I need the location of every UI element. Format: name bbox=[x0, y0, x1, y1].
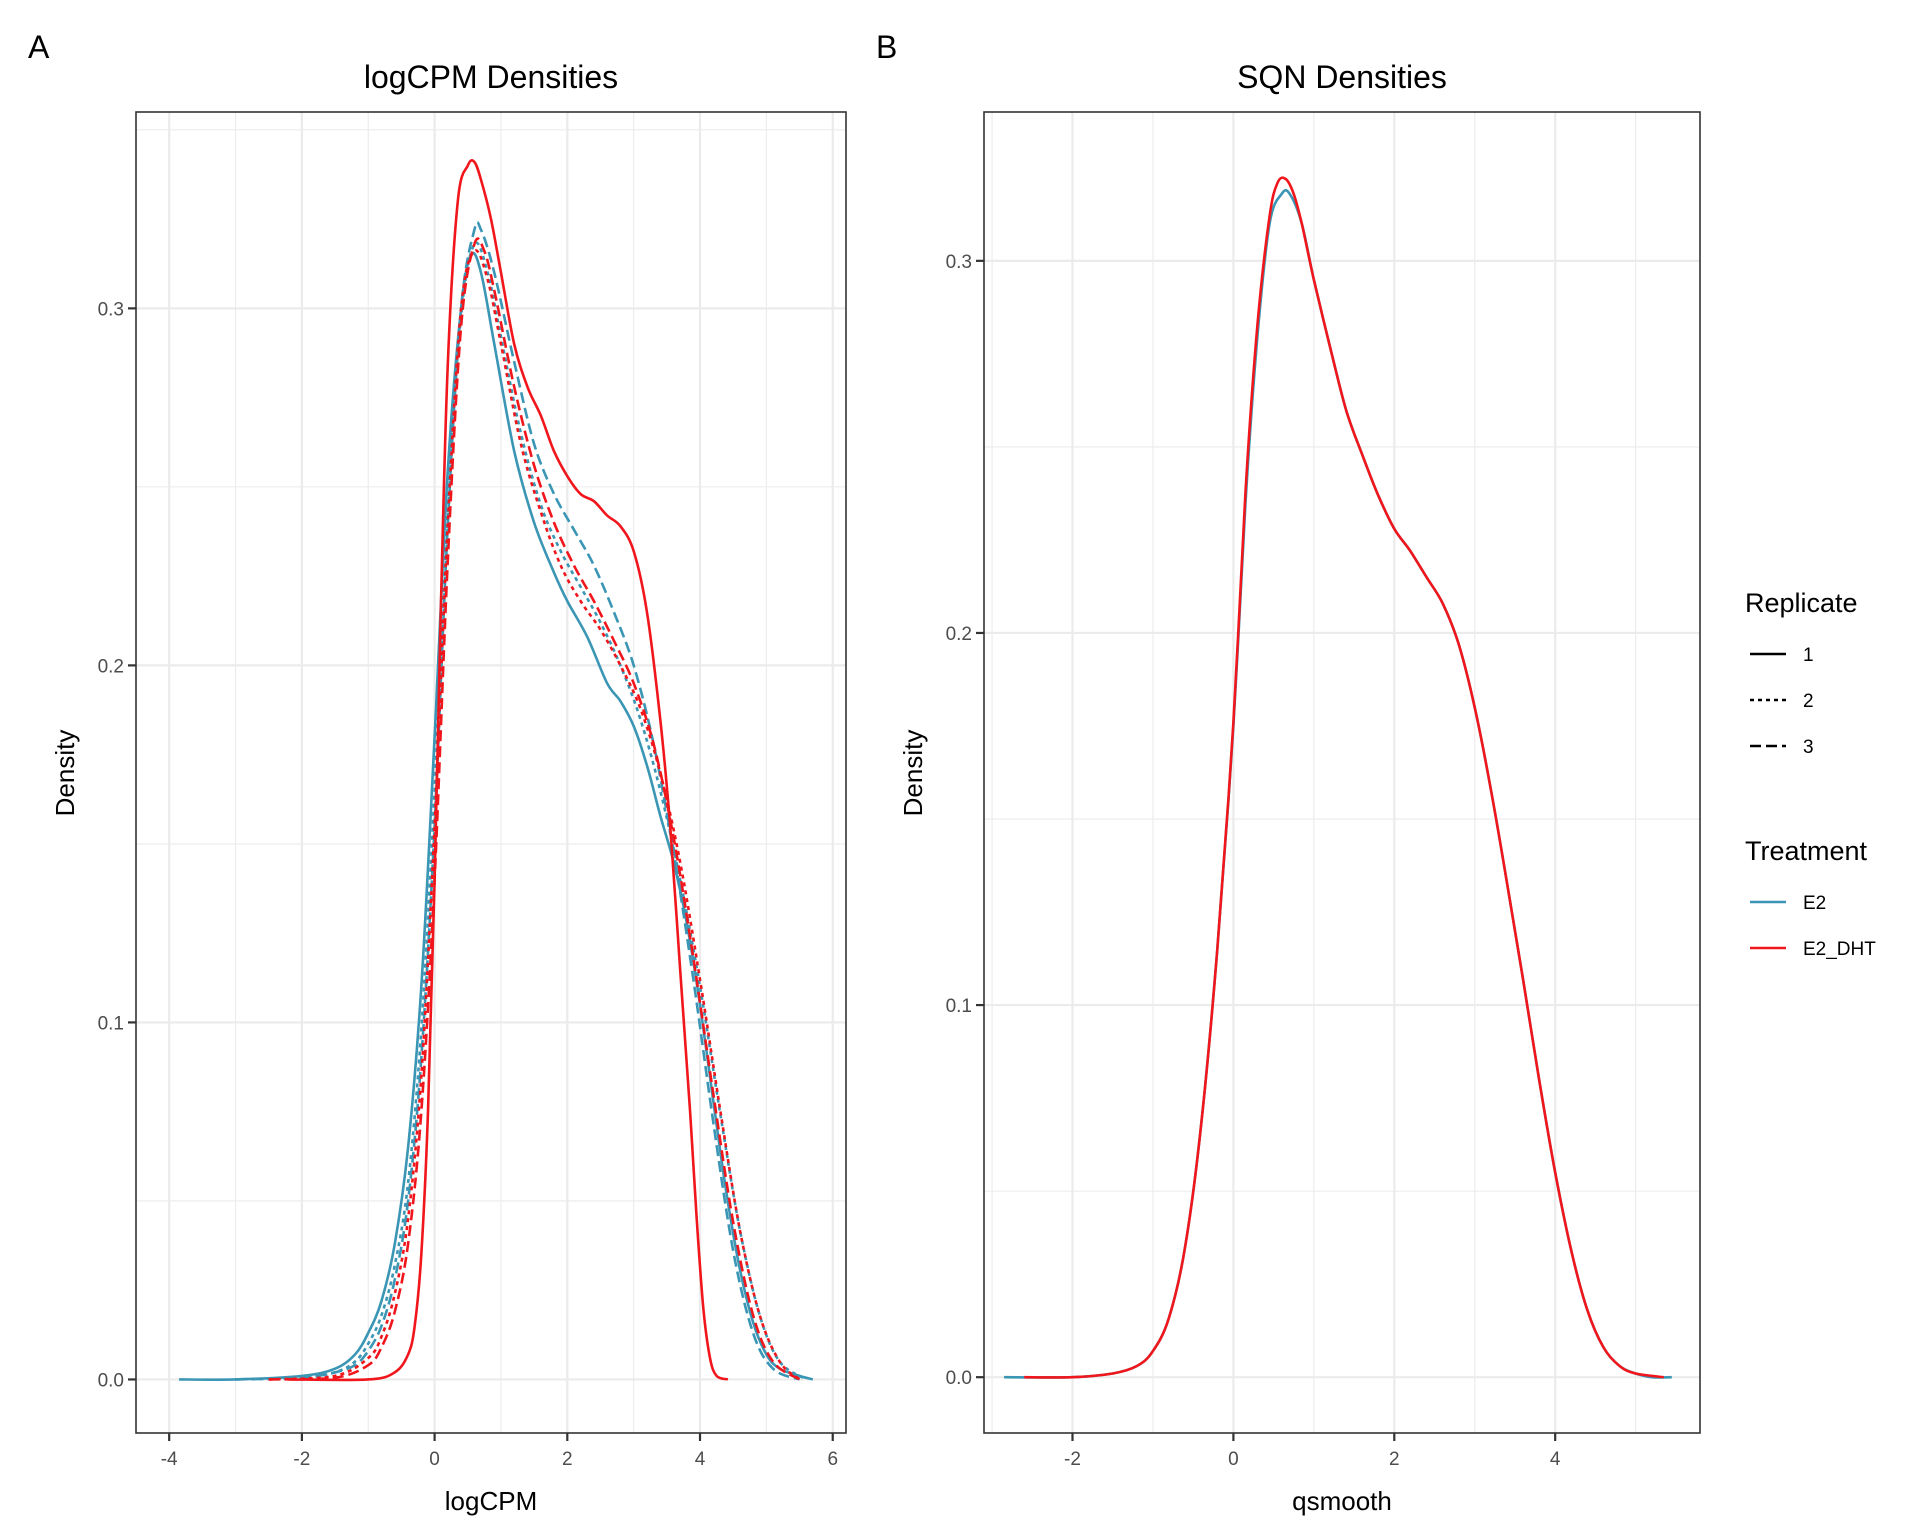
y-tick-label: 0.1 bbox=[98, 1013, 124, 1034]
x-tick-label: 6 bbox=[827, 1449, 838, 1470]
legend-label: E2 bbox=[1803, 893, 1826, 914]
density-curve-e2-dht-rep1 bbox=[1024, 176, 1664, 1379]
y-tick-label: 0.1 bbox=[946, 996, 972, 1017]
y-axis-a: 0.0 0.1 0.2 0.3 bbox=[98, 299, 136, 1391]
x-tick-label: 2 bbox=[562, 1449, 573, 1470]
density-curve-e2-dht-rep3 bbox=[268, 237, 801, 1381]
x-axis-title-b: qsmooth bbox=[1292, 1486, 1392, 1516]
x-axis-a: -4 -2 0 2 4 6 bbox=[161, 1433, 838, 1470]
x-tick-label: 4 bbox=[695, 1449, 706, 1470]
legend-label: 1 bbox=[1803, 645, 1814, 666]
x-tick-label: 0 bbox=[1228, 1449, 1239, 1470]
x-tick-label: -2 bbox=[293, 1449, 310, 1470]
panel-letter-b: B bbox=[876, 29, 897, 65]
curves-b bbox=[1004, 176, 1672, 1379]
legend-item-replicate-3: 3 bbox=[1750, 737, 1814, 758]
plot-border-b bbox=[983, 111, 1701, 1434]
plot-background bbox=[984, 112, 1700, 1433]
y-tick-label: 0.3 bbox=[98, 299, 124, 320]
legend-item-replicate-1: 1 bbox=[1750, 645, 1814, 666]
grid-a bbox=[136, 112, 846, 1433]
legend: Replicate 1 2 3 Treatment E2 E2_DHT bbox=[1745, 588, 1876, 960]
x-axis-title-a: logCPM bbox=[445, 1486, 537, 1516]
density-curve-e2-dht-rep2 bbox=[268, 249, 801, 1381]
x-tick-label: 2 bbox=[1389, 1449, 1400, 1470]
legend-title-treatment: Treatment bbox=[1745, 836, 1868, 866]
x-tick-label: 0 bbox=[429, 1449, 440, 1470]
chart-title-b: SQN Densities bbox=[1237, 59, 1447, 95]
x-tick-label: -4 bbox=[161, 1449, 178, 1470]
density-curve-e2-rep2 bbox=[235, 241, 807, 1381]
panel-b: B SQN Densities -2 0 2 4 0.0 0.1 0.2 0.3 qsmoo… bbox=[876, 29, 1701, 1516]
y-tick-label: 0.3 bbox=[946, 252, 972, 273]
curves-a bbox=[179, 159, 814, 1382]
legend-title-replicate: Replicate bbox=[1745, 588, 1858, 618]
legend-label: 3 bbox=[1803, 737, 1814, 758]
legend-label: E2_DHT bbox=[1803, 939, 1876, 960]
y-tick-label: 0.0 bbox=[946, 1368, 972, 1389]
legend-item-treatment-e2: E2 bbox=[1750, 893, 1826, 914]
x-tick-label: -2 bbox=[1064, 1449, 1081, 1470]
plot-border-a bbox=[135, 111, 847, 1434]
y-axis-b: 0.0 0.1 0.2 0.3 bbox=[946, 252, 984, 1389]
y-axis-title-a: Density bbox=[50, 730, 80, 817]
plot-background bbox=[136, 112, 846, 1433]
legend-label: 2 bbox=[1803, 691, 1814, 712]
legend-item-treatment-e2-dht: E2_DHT bbox=[1750, 939, 1876, 960]
y-tick-label: 0.0 bbox=[98, 1370, 124, 1391]
legend-item-replicate-2: 2 bbox=[1750, 691, 1814, 712]
x-tick-label: 4 bbox=[1550, 1449, 1561, 1470]
density-curve-e2-rep3 bbox=[235, 220, 801, 1381]
y-tick-label: 0.2 bbox=[946, 624, 972, 645]
x-axis-b: -2 0 2 4 bbox=[1064, 1433, 1561, 1470]
grid-b bbox=[984, 112, 1700, 1433]
chart-title-a: logCPM Densities bbox=[364, 59, 618, 95]
panel-a: A logCPM Densities -4 -2 0 2 4 6 0.0 0.1 0.2 0.3… bbox=[28, 29, 847, 1516]
y-tick-label: 0.2 bbox=[98, 656, 124, 677]
y-axis-title-b: Density bbox=[898, 730, 928, 817]
density-curve-e2-dht-rep1 bbox=[288, 159, 729, 1382]
panel-letter-a: A bbox=[28, 29, 50, 65]
density-curve-e2-rep1 bbox=[179, 251, 814, 1381]
